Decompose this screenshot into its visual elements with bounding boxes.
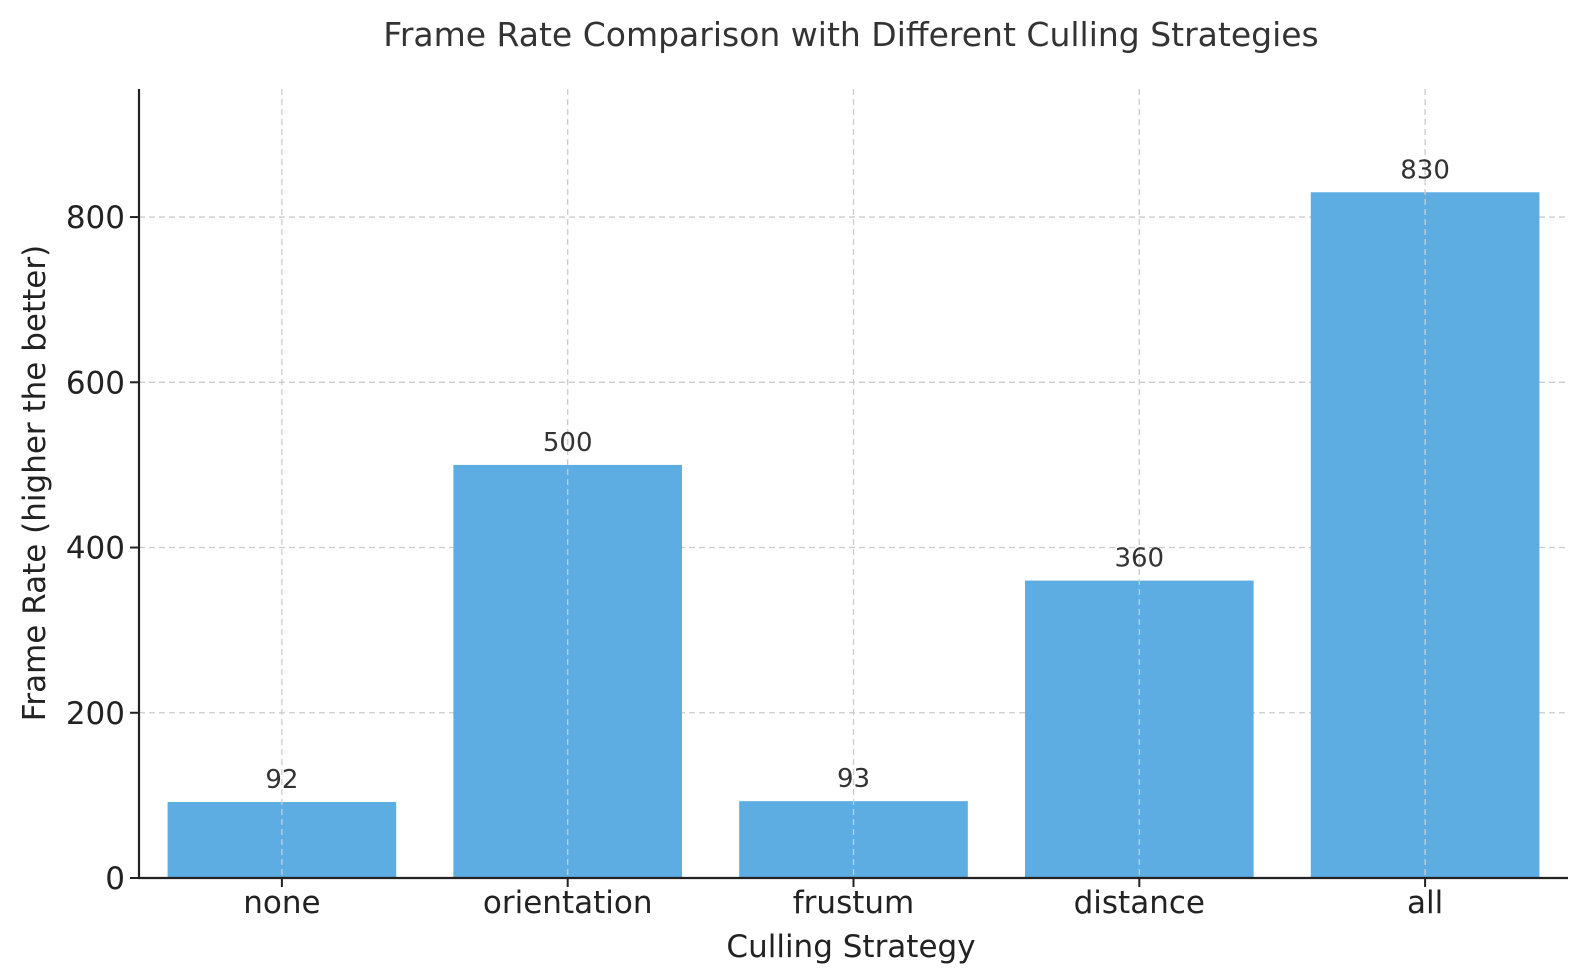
data-labels-layer: 92 500 93 360 830	[265, 155, 1450, 795]
y-tick-label-400: 400	[66, 531, 125, 567]
y-tick-label-800: 800	[66, 200, 125, 236]
x-tick-label-distance: distance	[1074, 885, 1205, 921]
y-tick-label-0: 0	[105, 861, 125, 897]
chart-title: Frame Rate Comparison with Different Cul…	[383, 15, 1319, 54]
y-tick-label-200: 200	[66, 696, 125, 732]
data-label-orientation: 500	[543, 428, 593, 458]
x-tick-label-orientation: orientation	[483, 885, 653, 921]
data-label-none: 92	[265, 765, 298, 795]
y-axis-label: Frame Rate (higher the better)	[17, 245, 53, 721]
bar-all	[1311, 192, 1540, 878]
y-tick-label-600: 600	[66, 365, 125, 401]
data-label-all: 830	[1400, 155, 1450, 185]
data-label-frustum: 93	[837, 764, 870, 794]
x-tick-label-frustum: frustum	[793, 885, 914, 921]
x-tick-label-none: none	[243, 885, 320, 921]
data-label-distance: 360	[1114, 544, 1164, 574]
x-tick-label-all: all	[1407, 885, 1443, 921]
x-axis-label: Culling Strategy	[726, 929, 975, 965]
